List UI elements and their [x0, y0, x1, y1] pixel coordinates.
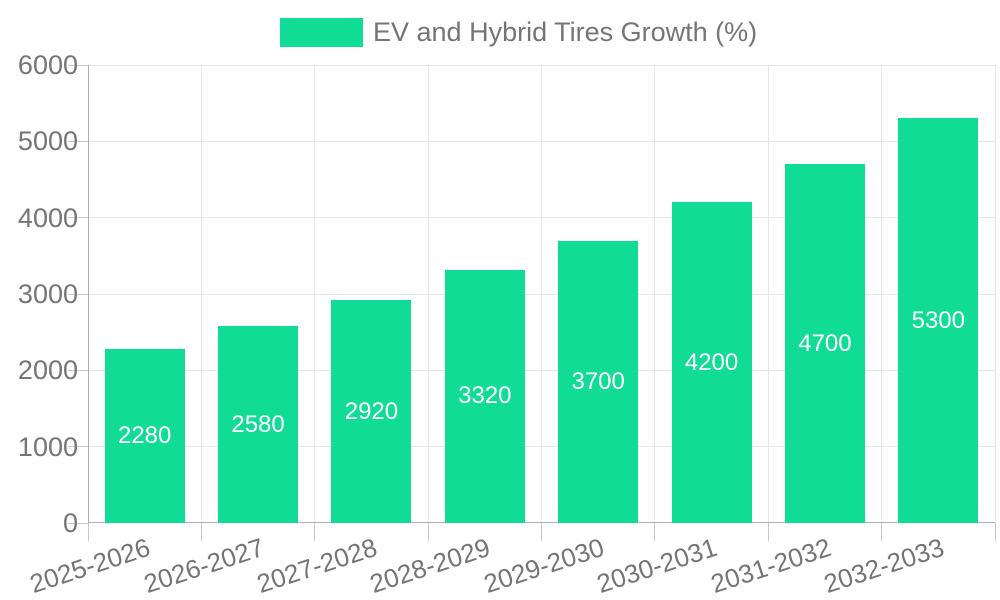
y-axis-tick [68, 446, 88, 448]
y-axis-tick [68, 64, 88, 66]
y-axis-tick-label: 4000 [17, 202, 78, 233]
x-axis-category-label: 2028-2029 [366, 532, 495, 599]
x-gridline [314, 65, 316, 523]
bar-value-label: 4200 [684, 348, 739, 376]
y-axis-tick-label: 1000 [17, 431, 78, 462]
bar: 3700 [558, 240, 639, 523]
bar: 2580 [218, 326, 299, 523]
x-gridline [881, 65, 883, 523]
plot-area: 2280 2580 2920 3320 3700 4200 4700 5300 [88, 64, 996, 523]
x-gridline [200, 65, 202, 523]
x-axis-tick [314, 523, 316, 541]
x-axis-tick [427, 523, 429, 541]
bar: 5300 [898, 118, 979, 523]
x-axis-line [88, 522, 995, 523]
x-axis-category-label: 2025-2026 [26, 532, 154, 599]
x-axis-category-label: 2026-2027 [139, 532, 268, 599]
legend: EV and Hybrid Tires Growth (%) [280, 17, 757, 47]
bar-value-label: 3700 [571, 367, 625, 395]
x-axis-category-label: 2031-2032 [706, 532, 835, 599]
bar: 2280 [104, 348, 185, 523]
x-axis-tick [200, 523, 202, 541]
x-axis-tick [767, 523, 769, 541]
y-axis-tick-label: 2000 [17, 355, 78, 386]
x-axis-category-label: 2029-2030 [479, 532, 608, 599]
y-axis-tick-label: 0 [62, 508, 78, 538]
bar-value-label: 4700 [798, 329, 852, 357]
x-axis-tick [654, 523, 656, 541]
y-axis-tick-label: 3000 [17, 279, 78, 309]
legend-label: EV and Hybrid Tires Growth (%) [373, 16, 758, 47]
x-gridline [994, 65, 996, 523]
x-axis-tick [87, 523, 89, 541]
x-axis-tick [881, 523, 883, 541]
x-axis-tick [994, 523, 996, 541]
x-axis-category-label: 2030-2031 [593, 532, 721, 599]
bar: 2920 [331, 300, 412, 523]
bar: 4200 [671, 202, 752, 523]
bar-value-label: 2920 [344, 397, 399, 425]
y-axis-tick [68, 293, 88, 295]
y-axis-tick-label: 6000 [17, 50, 78, 80]
x-gridline [767, 65, 769, 523]
y-axis-tick [68, 217, 88, 219]
x-gridline [541, 65, 542, 523]
y-axis-tick-label: 5000 [17, 126, 78, 157]
y-axis-line [88, 65, 89, 523]
x-gridline [427, 65, 429, 523]
y-axis-tick [68, 522, 88, 524]
x-axis-category-label: 2027-2028 [253, 532, 381, 599]
x-gridline [654, 65, 656, 523]
bar-value-label: 5300 [911, 306, 965, 334]
bar-value-label: 2280 [117, 421, 172, 449]
y-axis-tick [68, 369, 88, 371]
bar-value-label: 2580 [231, 410, 285, 438]
y-axis-tick [68, 140, 88, 142]
bar-value-label: 3320 [458, 382, 512, 410]
legend-swatch [280, 17, 363, 47]
bar: 4700 [784, 164, 865, 523]
x-axis-category-label: 2032-2033 [820, 532, 948, 599]
x-axis-tick [541, 523, 542, 541]
bar: 3320 [444, 269, 525, 523]
